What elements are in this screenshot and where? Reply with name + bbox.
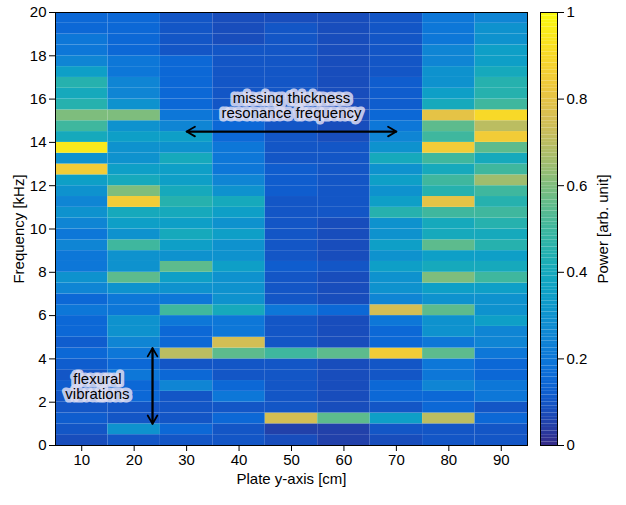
- svg-text:missing thicknessresonance fre: missing thicknessresonance frequency: [221, 89, 362, 121]
- svg-text:Plate y-axis [cm]: Plate y-axis [cm]: [236, 470, 346, 487]
- svg-text:2: 2: [38, 393, 46, 410]
- svg-text:0.2: 0.2: [567, 350, 588, 367]
- svg-text:1: 1: [567, 3, 575, 20]
- svg-text:14: 14: [30, 133, 47, 150]
- svg-text:flexuralvibrations: flexuralvibrations: [65, 370, 129, 402]
- svg-text:0.6: 0.6: [567, 177, 588, 194]
- svg-text:16: 16: [30, 90, 47, 107]
- svg-text:40: 40: [231, 451, 248, 468]
- svg-text:20: 20: [30, 3, 47, 20]
- svg-text:0: 0: [567, 436, 575, 453]
- svg-text:0.4: 0.4: [567, 263, 588, 280]
- svg-text:Power [arb. unit]: Power [arb. unit]: [594, 174, 611, 283]
- svg-text:20: 20: [126, 451, 143, 468]
- svg-text:90: 90: [493, 451, 510, 468]
- svg-text:80: 80: [440, 451, 457, 468]
- svg-text:12: 12: [30, 177, 47, 194]
- svg-text:0: 0: [38, 436, 46, 453]
- svg-text:0.8: 0.8: [567, 90, 588, 107]
- svg-text:10: 10: [73, 451, 90, 468]
- svg-text:Frequency [kHz]: Frequency [kHz]: [10, 174, 27, 283]
- svg-text:50: 50: [283, 451, 300, 468]
- svg-text:60: 60: [336, 451, 353, 468]
- svg-text:10: 10: [30, 220, 47, 237]
- svg-text:4: 4: [38, 350, 46, 367]
- svg-text:8: 8: [38, 263, 46, 280]
- svg-text:6: 6: [38, 306, 46, 323]
- svg-text:30: 30: [178, 451, 195, 468]
- svg-text:70: 70: [388, 451, 405, 468]
- svg-text:18: 18: [30, 47, 47, 64]
